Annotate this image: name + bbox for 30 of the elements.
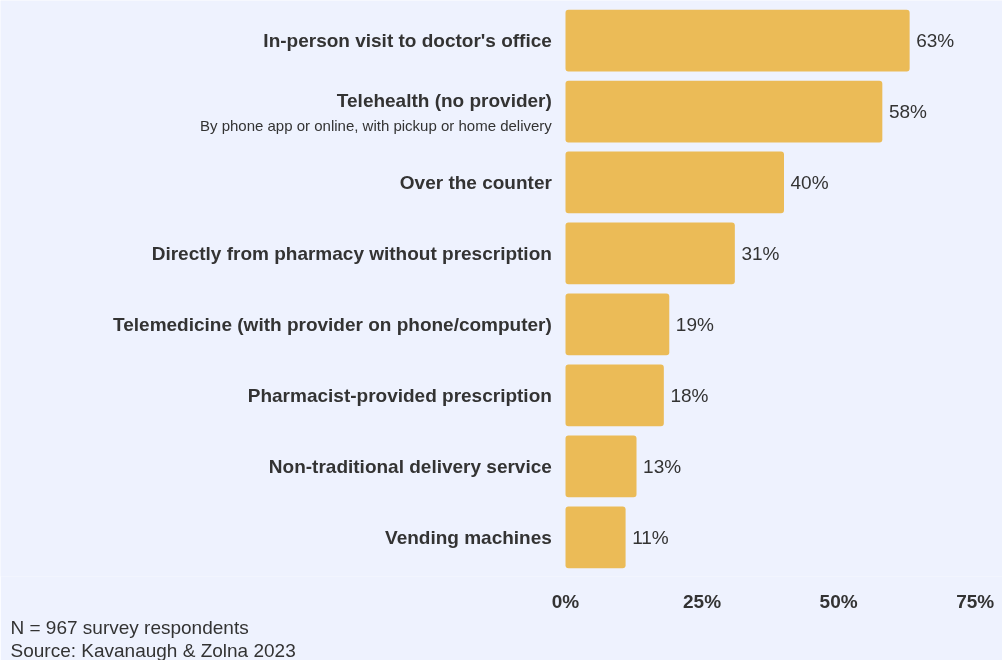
data-label: 63%	[916, 30, 955, 52]
x-tick-label: 0%	[551, 590, 580, 612]
data-label: 58%	[888, 101, 928, 122]
y-tick-label: Vending machines	[385, 526, 552, 548]
source-note: Source: Kavanaugh & Zolna 2023	[10, 639, 296, 660]
y-tick-label: In-person visit to doctor's office	[263, 30, 552, 52]
bar	[565, 506, 626, 569]
data-label: 19%	[675, 313, 714, 335]
y-tick-label: Non-traditional delivery service	[268, 455, 552, 477]
bar	[565, 222, 735, 285]
x-tick-label: 50%	[819, 590, 858, 612]
bar	[565, 364, 664, 427]
x-tick-label: 75%	[956, 590, 995, 612]
x-tick-label: 25%	[683, 590, 722, 612]
category-label: Telehealth (no provider) By phone app or online, with pickup or home delivery	[199, 90, 552, 135]
data-label: 13%	[643, 455, 682, 477]
y-tick-label: Directly from pharmacy without prescription	[151, 242, 552, 264]
bar	[565, 9, 910, 72]
data-label: 31%	[741, 242, 780, 264]
bar	[565, 435, 637, 498]
y-tick-label: Pharmacist-provided prescription	[247, 384, 552, 406]
bar	[565, 80, 883, 143]
data-label: 18%	[670, 384, 709, 406]
bar	[565, 293, 670, 356]
data-label: 11%	[632, 526, 669, 548]
y-tick-label: Over the counter	[399, 171, 553, 193]
bar	[565, 151, 784, 214]
data-label: 40%	[790, 171, 829, 193]
y-tick-label: Telemedicine (with provider on phone/computer)	[113, 313, 552, 335]
text: N = 967 survey respondents	[10, 616, 249, 638]
